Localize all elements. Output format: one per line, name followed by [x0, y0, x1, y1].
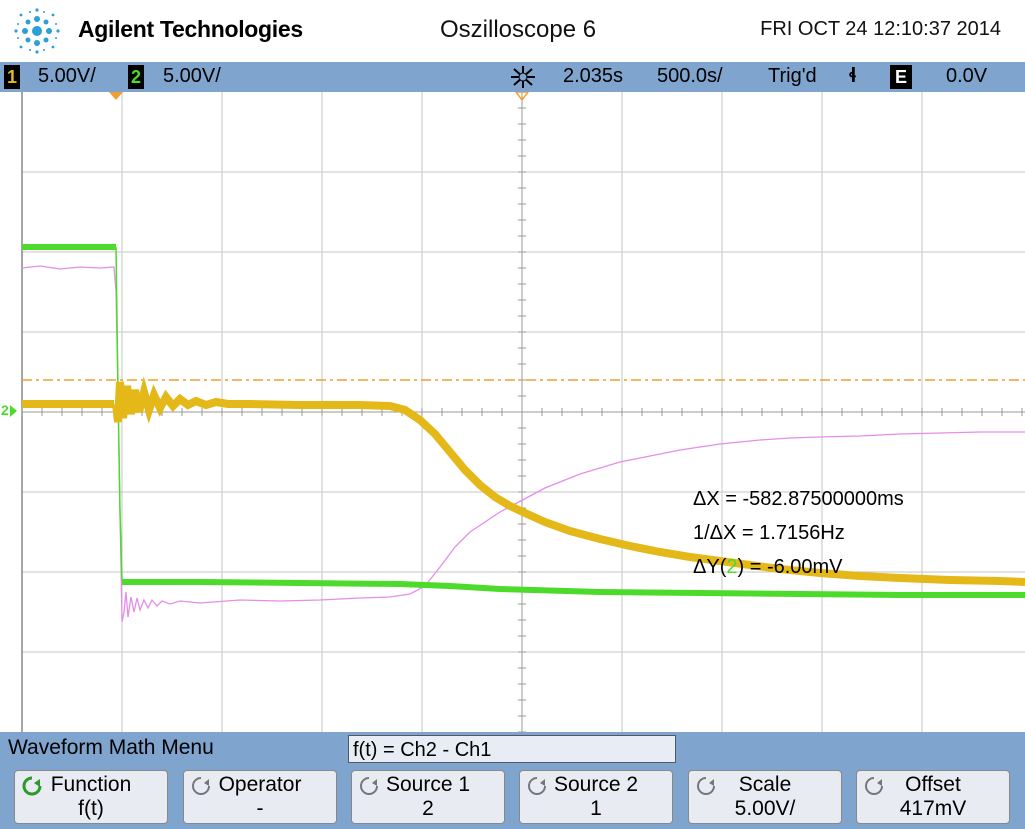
trigger-status: Trig'd [768, 65, 817, 87]
softkey-value: 1 [590, 797, 602, 820]
trigger-level: 0.0V [946, 65, 988, 87]
trigger-position-marker [109, 92, 123, 100]
delta-y-channel: 2 [726, 556, 738, 578]
source1-softkey[interactable]: Source 1 2 [351, 770, 505, 824]
agilent-spark-logo [14, 8, 60, 54]
softkey-value: 5.00V/ [734, 797, 796, 820]
softkey-label: Offset [905, 773, 961, 796]
softkey-value: 417mV [899, 797, 967, 820]
entry-knob-icon [22, 776, 42, 796]
operator-softkey[interactable]: Operator - [183, 770, 337, 824]
acquisition-icon [510, 65, 536, 95]
softkey-value: 2 [422, 797, 434, 820]
softkey-label: Source 1 [385, 773, 471, 796]
ch1-indicator[interactable]: 1 [4, 65, 20, 89]
delta-x-readout: ΔX = -582.87500000ms [693, 488, 904, 510]
entry-knob-icon [528, 777, 546, 795]
menu-title: Waveform Math Menu [8, 736, 214, 759]
function-softkey[interactable]: Function f(t) [14, 770, 168, 824]
ch1-scale: 5.00V/ [38, 65, 96, 87]
ch2-ground-marker: 2 [1, 402, 9, 418]
delta-y-prefix: ΔY( [693, 556, 727, 578]
softkey-value: f(t) [78, 797, 104, 820]
scale-softkey[interactable]: Scale 5.00V/ [688, 770, 842, 824]
delay-marker [515, 92, 529, 102]
trigger-source: E [890, 65, 912, 89]
offset-softkey[interactable]: Offset 417mV [856, 770, 1010, 824]
entry-knob-icon [865, 777, 883, 795]
softkey-label: Scale [738, 773, 792, 796]
softkey-label: Source 2 [553, 773, 639, 796]
source2-softkey[interactable]: Source 2 1 [519, 770, 673, 824]
date-time: FRI OCT 24 12:10:37 2014 [760, 18, 1001, 40]
graticule: 2 [0, 92, 1025, 732]
waveform-display[interactable]: 2 [0, 92, 1025, 732]
softkey-value: - [256, 797, 264, 820]
scope-title: Oszilloscope 6 [440, 16, 597, 43]
math-formula: f(t) = Ch2 - Ch1 [348, 735, 676, 763]
entry-knob-icon [360, 777, 378, 795]
math-trace [21, 265, 1025, 623]
horizontal-delay: 2.035s [563, 65, 624, 87]
delta-y-readout: ΔY(2) = -6.00mV [693, 556, 843, 579]
softkey-menu: Waveform Math Menu f(t) = Ch2 - Ch1 Func… [0, 732, 1025, 829]
delta-y-value: ) = -6.00mV [737, 556, 843, 578]
softkey-label: Function [50, 773, 132, 796]
ch2-indicator[interactable]: 2 [128, 65, 144, 89]
inverse-delta-x-readout: 1/ΔX = 1.7156Hz [693, 522, 845, 544]
status-bar: 1 5.00V/ 2 5.00V/ 2.035s 500.0s/ Trig'd … [0, 62, 1025, 92]
entry-knob-icon [192, 777, 210, 795]
ch2-scale: 5.00V/ [163, 65, 221, 87]
entry-knob-icon [697, 777, 715, 795]
title-bar: Agilent Technologies Oszilloscope 6 FRI … [0, 0, 1025, 62]
brand-name: Agilent Technologies [78, 16, 303, 42]
ch1-trace [22, 376, 1025, 586]
softkey-label: Operator [218, 773, 302, 796]
timebase: 500.0s/ [657, 65, 723, 87]
trigger-slope-icon: ɬ [849, 65, 857, 87]
